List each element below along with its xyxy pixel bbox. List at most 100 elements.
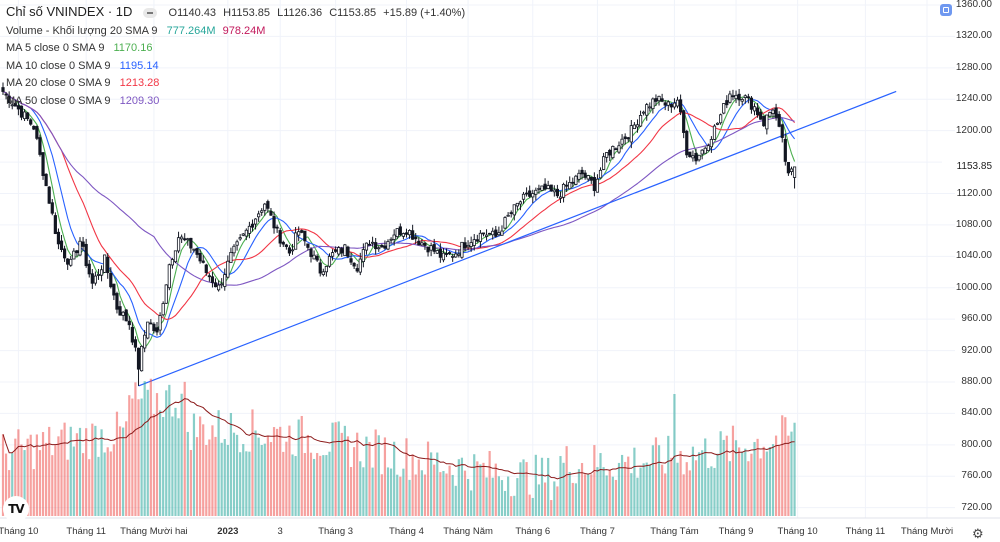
candle-body bbox=[435, 250, 439, 254]
candle-body bbox=[287, 247, 292, 254]
legend-ma10[interactable]: MA 10 close 0 SMA 9 1195.14 bbox=[6, 58, 469, 76]
price-axis-label: 800.00 bbox=[961, 438, 992, 450]
symbol-title[interactable]: Chỉ số VNINDEX · 1D bbox=[6, 4, 133, 19]
volume-bar bbox=[466, 479, 470, 516]
volume-bar bbox=[445, 473, 448, 516]
volume-bar bbox=[433, 464, 436, 516]
candle-body bbox=[149, 322, 153, 325]
candle-body bbox=[247, 225, 251, 234]
volume-bar bbox=[353, 447, 356, 516]
volume-bar bbox=[143, 381, 146, 516]
candle-body bbox=[642, 111, 646, 114]
price-axis-label: 1000.00 bbox=[955, 281, 992, 293]
volume-bar bbox=[568, 471, 571, 516]
volume-bar bbox=[701, 450, 704, 516]
volume-bar bbox=[257, 437, 260, 516]
candle-body bbox=[118, 306, 122, 316]
volume-bar bbox=[534, 454, 537, 516]
candle-body bbox=[454, 253, 458, 258]
volume-bar bbox=[762, 446, 765, 516]
volume-bar bbox=[322, 455, 325, 516]
volume-bar bbox=[316, 453, 319, 516]
candle-body bbox=[595, 178, 600, 193]
candle-body bbox=[66, 258, 70, 265]
candle-body bbox=[41, 152, 45, 176]
candle-body bbox=[558, 196, 563, 199]
candle-body bbox=[762, 116, 766, 127]
candle-body bbox=[19, 105, 24, 118]
volume-bar bbox=[463, 470, 467, 516]
candle-body bbox=[429, 245, 433, 251]
volume-bar bbox=[189, 449, 192, 516]
candle-body bbox=[577, 172, 581, 180]
legend-value: 1209.30 bbox=[119, 94, 160, 107]
candle-body bbox=[632, 124, 637, 130]
volume-bar bbox=[192, 413, 196, 516]
candle-body bbox=[109, 273, 113, 288]
volume-bar bbox=[510, 496, 513, 516]
candle-body bbox=[411, 230, 415, 240]
candle-body bbox=[447, 252, 452, 255]
volume-bar bbox=[260, 444, 263, 516]
candle-body bbox=[16, 105, 21, 110]
legend-value: 1213.28 bbox=[119, 77, 160, 89]
legend-volume[interactable]: Volume - Khối lượng 20 SMA 9 777.264M 97… bbox=[6, 23, 469, 41]
candle-body bbox=[96, 274, 101, 276]
candle-body bbox=[112, 283, 116, 296]
candle-body bbox=[195, 248, 199, 255]
volume-bar bbox=[54, 445, 57, 516]
candle-body bbox=[127, 320, 131, 326]
candle-body bbox=[441, 252, 446, 261]
candle-body bbox=[700, 149, 704, 155]
symbol-header: Chỉ số VNINDEX · 1D O1140.43 H1153.85 L1… bbox=[6, 3, 469, 23]
tradingview-logo-icon[interactable]: TV bbox=[3, 496, 29, 522]
candle-body bbox=[204, 264, 208, 273]
candle-body bbox=[786, 161, 791, 174]
volume-bar bbox=[309, 452, 313, 516]
candle-body bbox=[312, 254, 316, 260]
candle-body bbox=[404, 232, 409, 235]
candle-body bbox=[53, 215, 57, 234]
legend-ma5[interactable]: MA 5 close 0 SMA 9 1170.16 bbox=[6, 40, 469, 58]
collapse-legend-button[interactable] bbox=[143, 8, 158, 19]
volume-bar bbox=[399, 476, 402, 516]
gear-icon[interactable]: ⚙ bbox=[972, 526, 984, 541]
volume-bar bbox=[165, 390, 168, 516]
time-axis-label: Tháng 11 bbox=[845, 526, 886, 537]
volume-bar bbox=[771, 444, 775, 516]
volume-bar bbox=[657, 445, 661, 516]
candle-body bbox=[309, 248, 313, 257]
candle-body bbox=[26, 112, 30, 120]
volume-bar bbox=[45, 442, 48, 516]
volume-bar bbox=[630, 473, 633, 516]
candle-body bbox=[417, 240, 421, 246]
candle-body bbox=[466, 244, 470, 248]
volume-bar bbox=[312, 458, 316, 516]
volume-bar bbox=[667, 435, 670, 516]
candle-body bbox=[426, 246, 430, 253]
candle-body bbox=[488, 232, 492, 235]
legend-value: 1170.16 bbox=[113, 42, 153, 54]
fit-screen-icon[interactable] bbox=[940, 4, 952, 16]
volume-bar bbox=[389, 468, 393, 516]
volume-bar bbox=[60, 429, 63, 516]
candle-body bbox=[78, 240, 82, 256]
volume-bar bbox=[408, 479, 411, 516]
candle-body bbox=[232, 245, 236, 254]
legend-ma20[interactable]: MA 20 close 0 SMA 9 1213.28 bbox=[6, 75, 469, 93]
legend-ma50[interactable]: MA 50 close 0 SMA 9 1209.30 bbox=[6, 93, 469, 111]
volume-bar bbox=[411, 454, 414, 516]
candle-body bbox=[478, 232, 483, 242]
volume-bar bbox=[26, 438, 29, 516]
candle-body bbox=[614, 148, 618, 151]
volume-bar bbox=[624, 461, 627, 516]
volume-bar bbox=[75, 433, 79, 516]
candle-body bbox=[475, 239, 479, 242]
candle-body bbox=[734, 94, 738, 100]
time-axis-label: Tháng Tám bbox=[650, 526, 699, 537]
candle-body bbox=[226, 260, 230, 278]
candle-body bbox=[90, 273, 94, 284]
volume-bar bbox=[734, 440, 738, 516]
candle-body bbox=[133, 339, 138, 348]
